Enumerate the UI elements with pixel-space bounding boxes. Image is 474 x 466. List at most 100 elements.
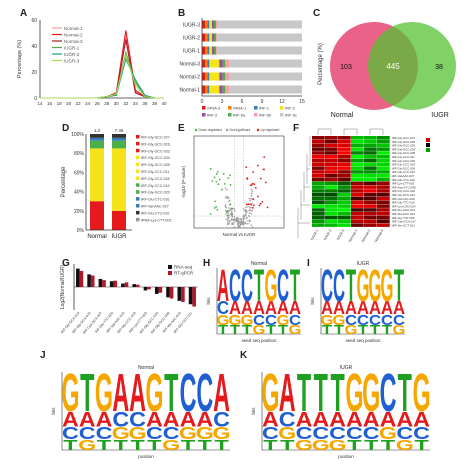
bar-RT-qPCR: [147, 287, 151, 290]
bar-RT-qPCR: [102, 280, 106, 287]
point-not-significant: [246, 216, 248, 219]
row-label: tRF-Arg-TCT-006: [392, 216, 415, 220]
heatmap-cell: [312, 219, 325, 224]
legend-swatch: [202, 106, 206, 110]
point-not-significant: [228, 214, 230, 216]
heatmap-cell: [351, 147, 364, 151]
column-label: IUGR-3: [336, 229, 345, 241]
point-down-regulated: [229, 203, 232, 206]
bar-segment-tRF-3: [212, 33, 214, 42]
heatmap-cell: [312, 189, 325, 193]
point-up-regulated: [263, 156, 266, 159]
point-not-significant: [229, 199, 231, 202]
point-not-significant: [250, 188, 253, 191]
heatmap-cell: [325, 147, 338, 151]
heatmap-cell: [351, 200, 364, 205]
heatmap-cell: [338, 177, 351, 182]
legend-label: Normal-3: [64, 39, 83, 44]
point-down-regulated: [229, 174, 231, 177]
logo-letter: G: [278, 424, 296, 443]
logo-letter: C: [253, 313, 265, 329]
logo-letter: A: [253, 297, 265, 318]
logo-letter: A: [380, 407, 397, 431]
row-label: tRF-Gly-CCC-018: [392, 159, 415, 163]
point-not-significant: [251, 190, 254, 193]
legend-swatch: [136, 183, 140, 187]
y-axis-label: Percentage: [61, 166, 67, 197]
logo-letter: C: [380, 362, 397, 423]
bar-segment: [90, 148, 104, 202]
heatmap-cell: [364, 151, 377, 155]
point-not-significant: [248, 212, 251, 214]
bar-segment-tRF-5a: [214, 46, 216, 55]
heatmap-cell: [325, 155, 338, 159]
x-tick-label: 36: [142, 101, 148, 106]
heatmap-cell: [377, 200, 390, 205]
logo-letter: G: [333, 313, 346, 329]
logo-letter: C: [62, 424, 79, 443]
bar-RT-qPCR: [124, 282, 129, 287]
x-tick-label: 22: [76, 101, 82, 106]
logo-letter: A: [180, 407, 197, 431]
logo-letter: C: [357, 313, 369, 329]
logo-letter: T: [218, 324, 228, 338]
heatmap-cell: [325, 158, 338, 163]
logo-letter: C: [180, 362, 197, 423]
venn-circle-iugr: [368, 22, 456, 110]
heatmap-cell: [377, 193, 390, 197]
y-tick-label: 20%: [74, 209, 85, 215]
logo-letter: T: [290, 261, 300, 312]
heatmap-cell: [338, 219, 351, 224]
point-up-regulated: [254, 186, 257, 189]
heatmap-cell: [377, 166, 390, 170]
bar-segment: [112, 140, 126, 149]
logo-letter: A: [277, 297, 289, 318]
point-not-significant: [250, 206, 252, 209]
heatmap-cell: [351, 193, 364, 197]
legend-swatch: [136, 197, 140, 201]
logo-letter: G: [321, 313, 334, 329]
legend-swatch: [254, 106, 258, 110]
point-up-regulated: [247, 203, 250, 206]
logo-title: Normal: [138, 365, 154, 371]
heatmap-cell: [312, 162, 325, 167]
heatmap-cell: [312, 151, 325, 155]
bar-segment: [90, 201, 104, 230]
heatmap-cell: [377, 204, 390, 208]
heatmap-cell: [325, 215, 338, 220]
venn-set-label: Normal: [331, 112, 354, 119]
heatmap-cell: [338, 196, 351, 201]
bar-RT-qPCR: [181, 287, 185, 302]
x-tick-label: 0: [201, 99, 204, 105]
legend-label: Not significant: [230, 128, 251, 132]
bar-segment-tRF-1: [207, 85, 210, 94]
point-not-significant: [237, 218, 239, 220]
point-not-significant: [225, 196, 227, 198]
logo-letter: C: [277, 261, 289, 312]
logo-letter: A: [393, 297, 405, 318]
logo-letter: C: [312, 424, 329, 443]
legend-label: tRF-Gly-GCC-035: [141, 163, 170, 167]
point-not-significant: [250, 212, 253, 215]
legend-swatch: [194, 128, 198, 132]
legend-swatch: [225, 128, 229, 132]
heatmap-cell: [364, 139, 377, 144]
logo-letter: G: [265, 261, 278, 312]
bar-segment-tRF-2: [209, 72, 220, 81]
logo-letter: G: [229, 313, 242, 329]
logo-letter: A: [413, 407, 430, 431]
legend-label: rRNA-5: [207, 106, 221, 111]
legend-swatch: [136, 169, 140, 173]
bar-RT-qPCR: [158, 287, 163, 293]
legend-swatch: [136, 210, 140, 215]
point-not-significant: [238, 226, 241, 228]
point-not-significant: [227, 207, 230, 209]
logo-letter: A: [129, 362, 146, 423]
heatmap-cell: [312, 177, 325, 182]
row-label: tRF-Gly-GCC-027: [392, 136, 416, 140]
heatmap-cell: [351, 155, 364, 159]
heatmap-cell: [338, 215, 351, 220]
logo-letter: G: [413, 362, 431, 423]
y-tick-label: 40%: [74, 190, 85, 196]
logo-letter: G: [78, 437, 96, 454]
